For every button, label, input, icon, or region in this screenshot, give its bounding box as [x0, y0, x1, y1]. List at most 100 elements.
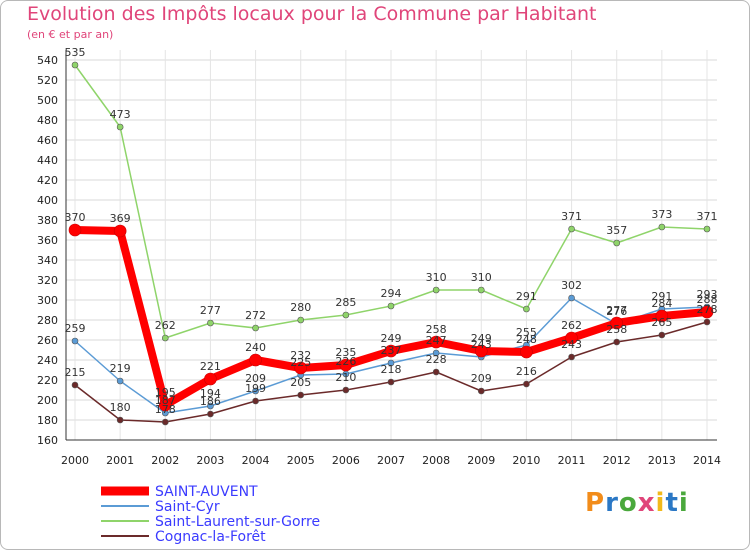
data-label: 310 — [471, 271, 492, 284]
data-label: 258 — [606, 323, 627, 336]
y-tick-label: 460 — [37, 134, 58, 147]
data-label: 473 — [110, 108, 131, 121]
y-tick-label: 300 — [37, 294, 58, 307]
data-label: 205 — [290, 376, 311, 389]
chart-subtitle: (en € et par an) — [27, 28, 114, 41]
series-point — [158, 398, 172, 412]
x-tick-label: 2006 — [332, 454, 360, 467]
logo-letter: r — [605, 488, 619, 518]
series-point — [658, 223, 666, 231]
series-point — [252, 387, 259, 395]
data-label: 369 — [110, 212, 131, 225]
proxiti-logo: Proxiti — [585, 488, 689, 518]
data-label: 272 — [245, 309, 266, 322]
data-label: 262 — [155, 319, 176, 332]
series-point — [610, 316, 624, 330]
x-tick-label: 2010 — [512, 454, 540, 467]
data-label: 226 — [335, 355, 356, 368]
series-point — [204, 372, 217, 386]
series-point — [429, 335, 443, 349]
series-point — [477, 286, 485, 294]
x-tick-label: 2000 — [61, 454, 89, 467]
logo-letter: P — [585, 488, 606, 518]
series-point — [297, 316, 305, 324]
x-tick-label: 2002 — [151, 454, 179, 467]
y-tick-label: 480 — [37, 114, 58, 127]
axes: 160 180 200 220 240 260 280 300 320 340 360 380 400 4… — [37, 50, 721, 467]
data-label: 243 — [471, 338, 492, 351]
data-label: 247 — [426, 334, 447, 347]
data-label: 276 — [606, 305, 627, 318]
series-point — [249, 353, 262, 367]
y-tick-label: 360 — [37, 234, 58, 247]
x-tick-label: 2013 — [648, 454, 676, 467]
data-label: 199 — [245, 382, 266, 395]
legend-label: Saint-Laurent-sur-Gorre — [155, 514, 320, 530]
y-tick-label: 220 — [37, 374, 58, 387]
data-label: 235 — [335, 346, 356, 359]
data-label: 180 — [110, 401, 131, 414]
y-tick-label: 240 — [37, 354, 58, 367]
y-tick-label: 160 — [37, 434, 58, 447]
series-point — [116, 123, 124, 131]
logo-letter: x — [637, 488, 656, 518]
data-label: 178 — [155, 403, 176, 416]
series-point — [387, 378, 395, 386]
series-point — [700, 305, 714, 319]
y-tick-label: 320 — [37, 274, 58, 287]
series-point — [568, 353, 575, 361]
series-point — [568, 294, 575, 302]
series-point — [71, 381, 79, 389]
series-point — [297, 391, 305, 399]
data-label: 259 — [65, 322, 86, 335]
series-point — [116, 377, 124, 385]
grid-lines — [66, 50, 717, 441]
series-lines — [68, 61, 714, 426]
series-point — [523, 380, 530, 388]
y-tick-label: 520 — [37, 74, 58, 87]
series-point — [703, 225, 711, 233]
data-label: 218 — [381, 363, 402, 376]
y-tick-label: 500 — [37, 94, 58, 107]
data-label: 293 — [697, 288, 718, 301]
data-label: 373 — [651, 208, 672, 221]
data-label: 370 — [65, 211, 86, 224]
series-point — [161, 334, 169, 342]
data-label: 258 — [426, 323, 447, 336]
data-label: 186 — [200, 395, 221, 408]
x-tick-label: 2004 — [242, 454, 270, 467]
series-point — [432, 368, 440, 376]
series-point — [477, 387, 485, 395]
series-point — [252, 324, 259, 332]
series-point — [387, 302, 395, 310]
x-tick-label: 2011 — [558, 454, 586, 467]
data-label: 248 — [516, 333, 537, 346]
data-label: 237 — [381, 344, 402, 357]
x-tick-label: 2003 — [196, 454, 224, 467]
data-label: 371 — [561, 210, 582, 223]
series-point — [655, 309, 669, 323]
series-point — [384, 344, 398, 358]
x-tick-label: 2008 — [422, 454, 450, 467]
y-tick-label: 380 — [37, 214, 58, 227]
legend-label: Cognac-la-Forêt — [155, 529, 266, 545]
data-label: 221 — [200, 360, 221, 373]
series-point — [523, 305, 530, 313]
series-point — [252, 397, 259, 405]
data-label: 285 — [335, 296, 356, 309]
data-labels: 535 473 262 277 272 280 285 294 310 310 291 371 357 3… — [65, 46, 718, 416]
series-point — [113, 224, 127, 238]
series-point — [116, 416, 124, 424]
y-tick-label: 340 — [37, 254, 58, 267]
data-label: 278 — [697, 303, 718, 316]
data-label: 228 — [426, 353, 447, 366]
series-point — [207, 402, 214, 410]
data-label: 232 — [290, 349, 311, 362]
series-point — [474, 344, 488, 358]
data-label: 277 — [606, 304, 627, 317]
data-label: 195 — [155, 386, 176, 399]
series-point — [520, 345, 533, 359]
series-point — [294, 361, 308, 375]
series-point — [613, 338, 621, 346]
x-tick-label: 2005 — [287, 454, 315, 467]
